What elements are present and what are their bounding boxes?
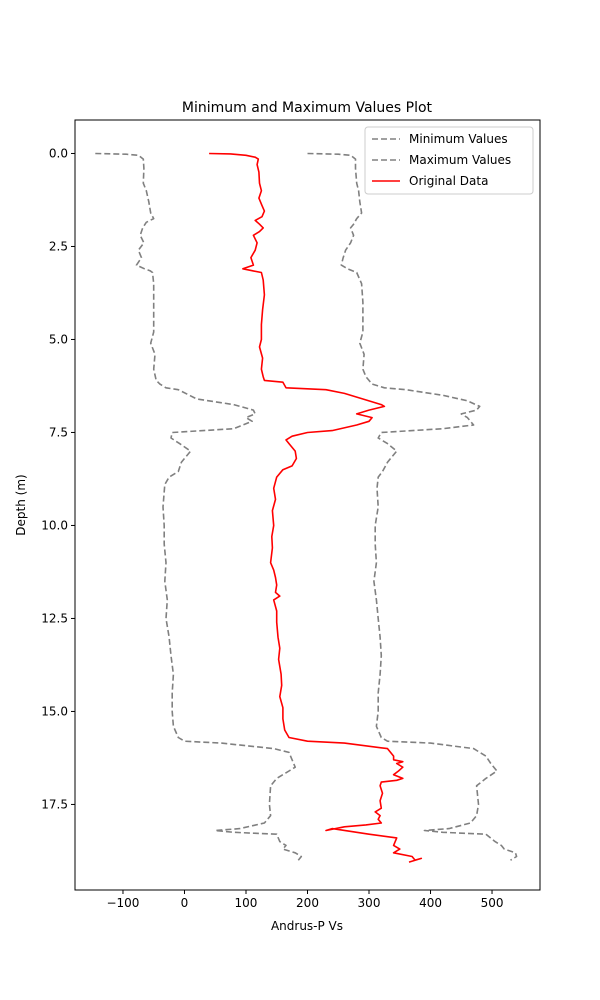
series-layer bbox=[95, 152, 518, 863]
y-axis: 0.0 2.5 5.0 7.5 10.0 12.5 15.0 17.5 bbox=[41, 146, 75, 811]
y-tick-label: 15.0 bbox=[41, 704, 68, 718]
legend-label-maximum-values: Maximum Values bbox=[409, 153, 511, 167]
y-tick-label: 2.5 bbox=[49, 239, 68, 253]
x-tick-label: 0 bbox=[181, 896, 189, 910]
x-tick-label: 200 bbox=[296, 896, 319, 910]
y-tick-label: 12.5 bbox=[41, 611, 68, 625]
y-tick-label: 17.5 bbox=[41, 797, 68, 811]
legend-box bbox=[364, 126, 534, 195]
y-axis-label: Depth (m) bbox=[14, 474, 28, 535]
legend-label-minimum-values: Minimum Values bbox=[409, 132, 508, 146]
legend: Minimum Values Maximum Values Original Dat… bbox=[364, 126, 534, 195]
x-axis: −100 0 100 200 300 400 500 bbox=[106, 890, 503, 910]
x-tick-label: 300 bbox=[358, 896, 381, 910]
y-tick-label: 5.0 bbox=[49, 332, 68, 346]
y-tick-label: 7.5 bbox=[49, 425, 68, 439]
series-line-maximum-values bbox=[307, 152, 518, 861]
series-line-minimum-values bbox=[95, 152, 303, 861]
chart-title: Minimum and Maximum Values Plot bbox=[182, 100, 433, 116]
x-axis-label: Andrus-P Vs bbox=[271, 919, 343, 933]
series-line-original-data bbox=[209, 152, 423, 863]
x-tick-label: 400 bbox=[419, 896, 442, 910]
legend-label-original-data: Original Data bbox=[409, 174, 488, 188]
x-tick-label: −100 bbox=[106, 896, 139, 910]
y-tick-label: 10.0 bbox=[41, 518, 68, 532]
x-tick-label: 500 bbox=[481, 896, 504, 910]
x-tick-label: 100 bbox=[235, 896, 258, 910]
y-tick-label: 0.0 bbox=[49, 146, 68, 160]
